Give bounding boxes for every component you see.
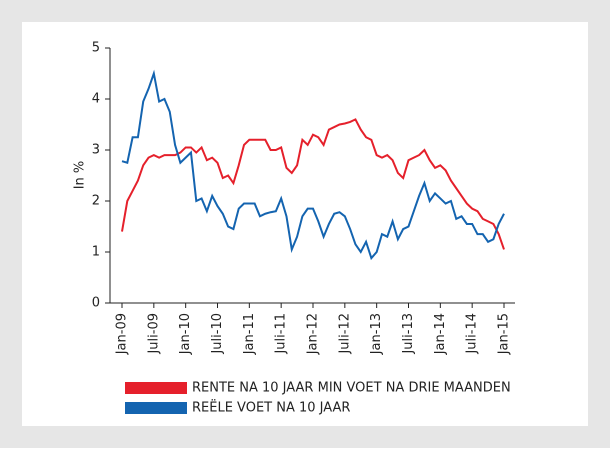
y-tick-label: 0 xyxy=(92,296,100,311)
y-tick-label: 1 xyxy=(92,245,100,260)
x-tick-label: Juli-14 xyxy=(465,313,480,355)
x-tick-label: Jan-14 xyxy=(433,313,448,355)
x-tick-label: Jan-11 xyxy=(242,313,257,355)
x-tick-label: Juli-11 xyxy=(274,313,289,355)
y-tick-label: 5 xyxy=(92,41,100,56)
panel xyxy=(22,22,588,426)
x-tick-label: Juli-09 xyxy=(146,313,161,355)
x-tick-label: Jan-13 xyxy=(369,313,384,355)
x-tick-label: Jan-15 xyxy=(497,313,512,355)
x-tick-label: Juli-12 xyxy=(337,313,352,355)
y-tick-label: 3 xyxy=(92,143,100,158)
series-line xyxy=(121,118,505,250)
series-line xyxy=(121,69,505,261)
legend-label: RENTE NA 10 JAAR MIN VOET NA DRIE MAANDE… xyxy=(192,381,511,396)
x-tick-label: Jan-12 xyxy=(306,313,321,355)
y-tick-label: 4 xyxy=(92,92,100,107)
x-tick-label: Jan-09 xyxy=(115,313,130,355)
y-axis-label: In % xyxy=(73,161,88,190)
x-tick-label: Juli-10 xyxy=(210,313,225,355)
legend-key xyxy=(125,382,187,394)
x-tick-label: Jan-10 xyxy=(178,313,193,355)
y-tick-label: 2 xyxy=(92,194,100,209)
x-tick-label: Juli-13 xyxy=(401,313,416,355)
legend-key xyxy=(125,402,187,414)
legend-label: REËLE VOET NA 10 JAAR xyxy=(192,400,350,416)
